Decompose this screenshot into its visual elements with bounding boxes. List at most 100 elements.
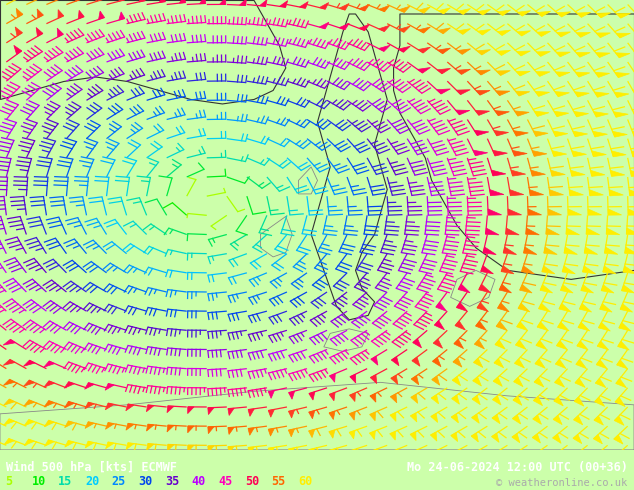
Polygon shape — [486, 228, 499, 235]
Polygon shape — [411, 394, 418, 403]
Polygon shape — [576, 32, 590, 37]
Polygon shape — [37, 9, 43, 18]
Polygon shape — [488, 209, 501, 215]
Polygon shape — [579, 303, 592, 312]
Polygon shape — [411, 376, 418, 385]
Polygon shape — [477, 49, 491, 55]
Polygon shape — [208, 427, 214, 434]
Polygon shape — [493, 377, 502, 387]
Polygon shape — [167, 425, 174, 432]
Polygon shape — [489, 190, 504, 196]
Text: 5: 5 — [5, 475, 12, 488]
Polygon shape — [518, 303, 530, 312]
Polygon shape — [495, 111, 509, 116]
Polygon shape — [139, 0, 145, 2]
Text: 40: 40 — [191, 475, 205, 488]
Polygon shape — [555, 378, 564, 387]
Polygon shape — [268, 428, 275, 436]
Polygon shape — [535, 91, 550, 97]
Polygon shape — [455, 321, 465, 330]
Polygon shape — [517, 322, 528, 331]
Polygon shape — [533, 415, 541, 424]
Polygon shape — [597, 13, 611, 18]
Polygon shape — [378, 45, 390, 51]
Polygon shape — [574, 92, 589, 97]
Polygon shape — [524, 247, 537, 254]
Polygon shape — [516, 71, 530, 76]
Polygon shape — [350, 374, 356, 383]
Text: 20: 20 — [85, 475, 99, 488]
Polygon shape — [517, 51, 531, 56]
Polygon shape — [58, 10, 63, 18]
Polygon shape — [495, 340, 505, 349]
Polygon shape — [65, 421, 74, 428]
Polygon shape — [24, 400, 35, 406]
Polygon shape — [458, 49, 470, 54]
Polygon shape — [619, 322, 631, 331]
Polygon shape — [398, 46, 410, 52]
Polygon shape — [473, 377, 481, 386]
Polygon shape — [553, 131, 568, 137]
Polygon shape — [477, 29, 491, 35]
Polygon shape — [595, 378, 606, 388]
Polygon shape — [614, 416, 624, 425]
Polygon shape — [44, 401, 55, 407]
Polygon shape — [611, 170, 625, 176]
Polygon shape — [596, 52, 610, 57]
Text: 60: 60 — [298, 475, 312, 488]
Polygon shape — [512, 434, 520, 442]
Polygon shape — [600, 304, 612, 312]
Polygon shape — [557, 12, 571, 17]
Polygon shape — [493, 396, 501, 405]
Polygon shape — [476, 91, 490, 95]
Text: 10: 10 — [32, 475, 46, 488]
Polygon shape — [515, 111, 529, 116]
Polygon shape — [330, 373, 335, 382]
Polygon shape — [593, 112, 609, 117]
Polygon shape — [430, 432, 437, 441]
Polygon shape — [208, 446, 214, 453]
Polygon shape — [339, 3, 349, 10]
Polygon shape — [540, 285, 553, 293]
Polygon shape — [583, 266, 595, 274]
Polygon shape — [472, 414, 479, 423]
Text: 50: 50 — [245, 475, 259, 488]
Polygon shape — [188, 445, 194, 452]
Polygon shape — [248, 409, 254, 416]
Polygon shape — [572, 151, 586, 157]
Polygon shape — [621, 285, 634, 293]
Text: 25: 25 — [112, 475, 126, 488]
Polygon shape — [126, 404, 134, 411]
Polygon shape — [498, 10, 510, 16]
Polygon shape — [589, 190, 604, 196]
Polygon shape — [451, 433, 458, 441]
Polygon shape — [632, 131, 634, 137]
Polygon shape — [430, 451, 436, 460]
Text: Mo 24-06-2024 12:00 UTC (00+36): Mo 24-06-2024 12:00 UTC (00+36) — [407, 461, 628, 474]
Polygon shape — [626, 228, 634, 235]
Polygon shape — [434, 339, 443, 348]
Polygon shape — [595, 397, 605, 406]
Polygon shape — [629, 190, 634, 196]
Polygon shape — [483, 247, 496, 254]
Polygon shape — [349, 430, 355, 439]
Polygon shape — [608, 209, 621, 215]
Polygon shape — [438, 8, 450, 14]
Polygon shape — [126, 443, 134, 449]
Polygon shape — [64, 382, 74, 388]
Polygon shape — [558, 322, 569, 331]
Polygon shape — [288, 429, 295, 437]
Polygon shape — [268, 391, 275, 398]
Polygon shape — [633, 112, 634, 118]
Polygon shape — [538, 11, 551, 17]
Polygon shape — [320, 22, 329, 29]
Polygon shape — [432, 358, 441, 367]
Polygon shape — [537, 322, 548, 331]
Polygon shape — [491, 452, 498, 461]
Polygon shape — [85, 422, 94, 428]
Polygon shape — [494, 359, 503, 368]
Polygon shape — [624, 247, 634, 254]
Polygon shape — [349, 393, 356, 401]
Polygon shape — [597, 341, 609, 350]
Polygon shape — [601, 285, 614, 293]
